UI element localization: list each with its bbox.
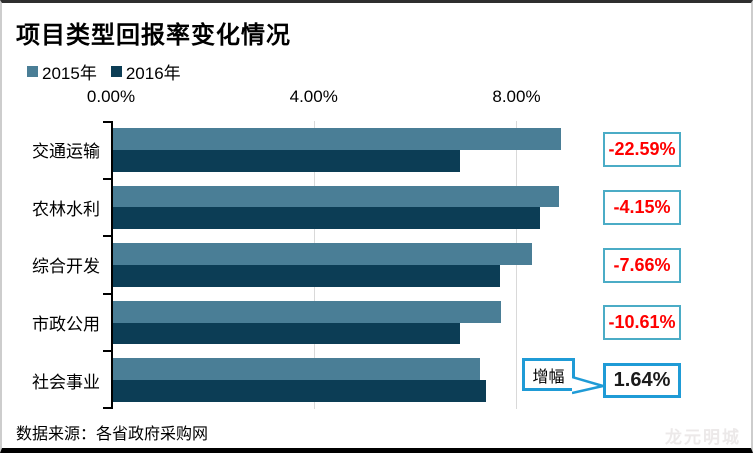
legend-item-2015年: 2015年 xyxy=(27,59,97,84)
chart-title: 项目类型回报率变化情况 xyxy=(16,22,291,49)
bar-2015年-社会事业 xyxy=(113,358,480,381)
y-axis-tick xyxy=(103,407,111,409)
y-axis-tick xyxy=(103,350,111,353)
watermark: 龙元明城 xyxy=(665,428,741,447)
callout-increase-label: 增幅 xyxy=(532,368,565,386)
bar-2015年-农林水利 xyxy=(113,185,560,208)
bar-2016年-交通运输 xyxy=(113,149,460,172)
legend-label: 2015年 xyxy=(42,64,97,83)
y-axis-tick xyxy=(103,121,111,123)
change-label-box: -7.66% xyxy=(603,247,681,283)
change-label-box: 1.64% xyxy=(603,362,681,398)
callout-arrow-icon xyxy=(572,376,604,395)
x-axis-tick-label: 4.00% xyxy=(289,87,338,106)
legend-label: 2016年 xyxy=(125,64,181,83)
legend-swatch-icon xyxy=(110,66,122,77)
change-label-box: -4.15% xyxy=(603,189,681,225)
bar-2015年-交通运输 xyxy=(113,128,562,150)
legend-item-2016年: 2016年 xyxy=(110,59,181,84)
change-label-box: -10.61% xyxy=(603,305,681,341)
y-axis-line xyxy=(111,121,113,409)
bar-2016年-市政公用 xyxy=(113,322,460,345)
data-source-note: 数据来源：各省政府采购网 xyxy=(16,426,209,443)
callout-increase-box: 增幅 xyxy=(522,358,575,391)
bar-2016年-综合开发 xyxy=(113,265,500,287)
bar-2016年-社会事业 xyxy=(113,380,487,402)
category-label: 农林水利 xyxy=(32,199,100,219)
plot-area xyxy=(103,121,741,409)
y-axis-tick xyxy=(103,177,111,180)
x-axis-tick-label: 0.00% xyxy=(86,87,136,106)
category-label: 交通运输 xyxy=(32,142,100,162)
change-label-box: -22.59% xyxy=(603,132,681,168)
gridline xyxy=(516,121,518,409)
x-axis-tick-label: 8.00% xyxy=(492,87,541,106)
legend-swatch-icon xyxy=(27,66,38,77)
category-label: 综合开发 xyxy=(32,257,100,277)
legend: 2015年 2016年 xyxy=(27,59,181,84)
y-axis-tick xyxy=(103,235,111,238)
y-axis-tick xyxy=(103,292,111,295)
category-label: 市政公用 xyxy=(32,315,100,335)
category-label: 社会事业 xyxy=(32,372,100,392)
bar-2015年-综合开发 xyxy=(113,243,532,265)
bar-2015年-市政公用 xyxy=(113,300,501,323)
bar-2016年-农林水利 xyxy=(113,207,541,230)
